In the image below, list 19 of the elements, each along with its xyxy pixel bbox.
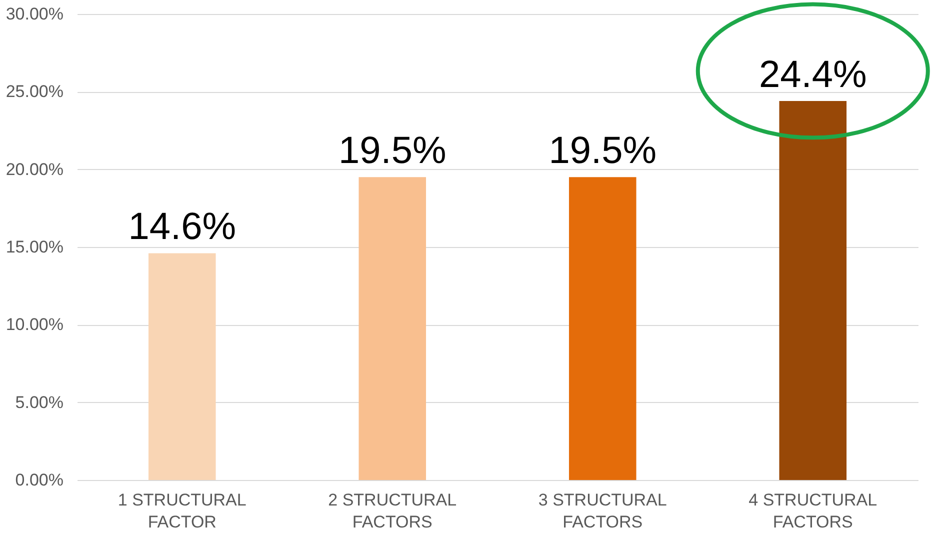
y-tick-label: 0.00% (15, 470, 64, 490)
y-tick-label: 5.00% (15, 392, 64, 412)
x-tick-label: 4 STRUCTURAL FACTORS (748, 490, 878, 532)
data-label: 24.4% (759, 54, 867, 96)
bar (148, 253, 216, 480)
bar (779, 100, 847, 480)
y-tick-label: 20.00% (6, 160, 64, 179)
bar (568, 177, 636, 480)
x-tick-label: 1 STRUCTURAL FACTOR (118, 490, 246, 532)
x-tick-label: 3 STRUCTURAL FACTORS (538, 490, 667, 532)
y-tick-label: 30.00% (6, 4, 64, 24)
data-label: 19.5% (548, 130, 656, 172)
data-label: 14.6% (128, 206, 236, 248)
x-tick-label: 2 STRUCTURAL FACTORS (328, 490, 457, 532)
y-tick-label: 15.00% (6, 238, 64, 256)
y-tick-label: 25.00% (6, 82, 64, 102)
bar (358, 177, 426, 480)
y-tick-label: 10.00% (6, 315, 64, 334)
data-label: 19.5% (338, 130, 446, 172)
